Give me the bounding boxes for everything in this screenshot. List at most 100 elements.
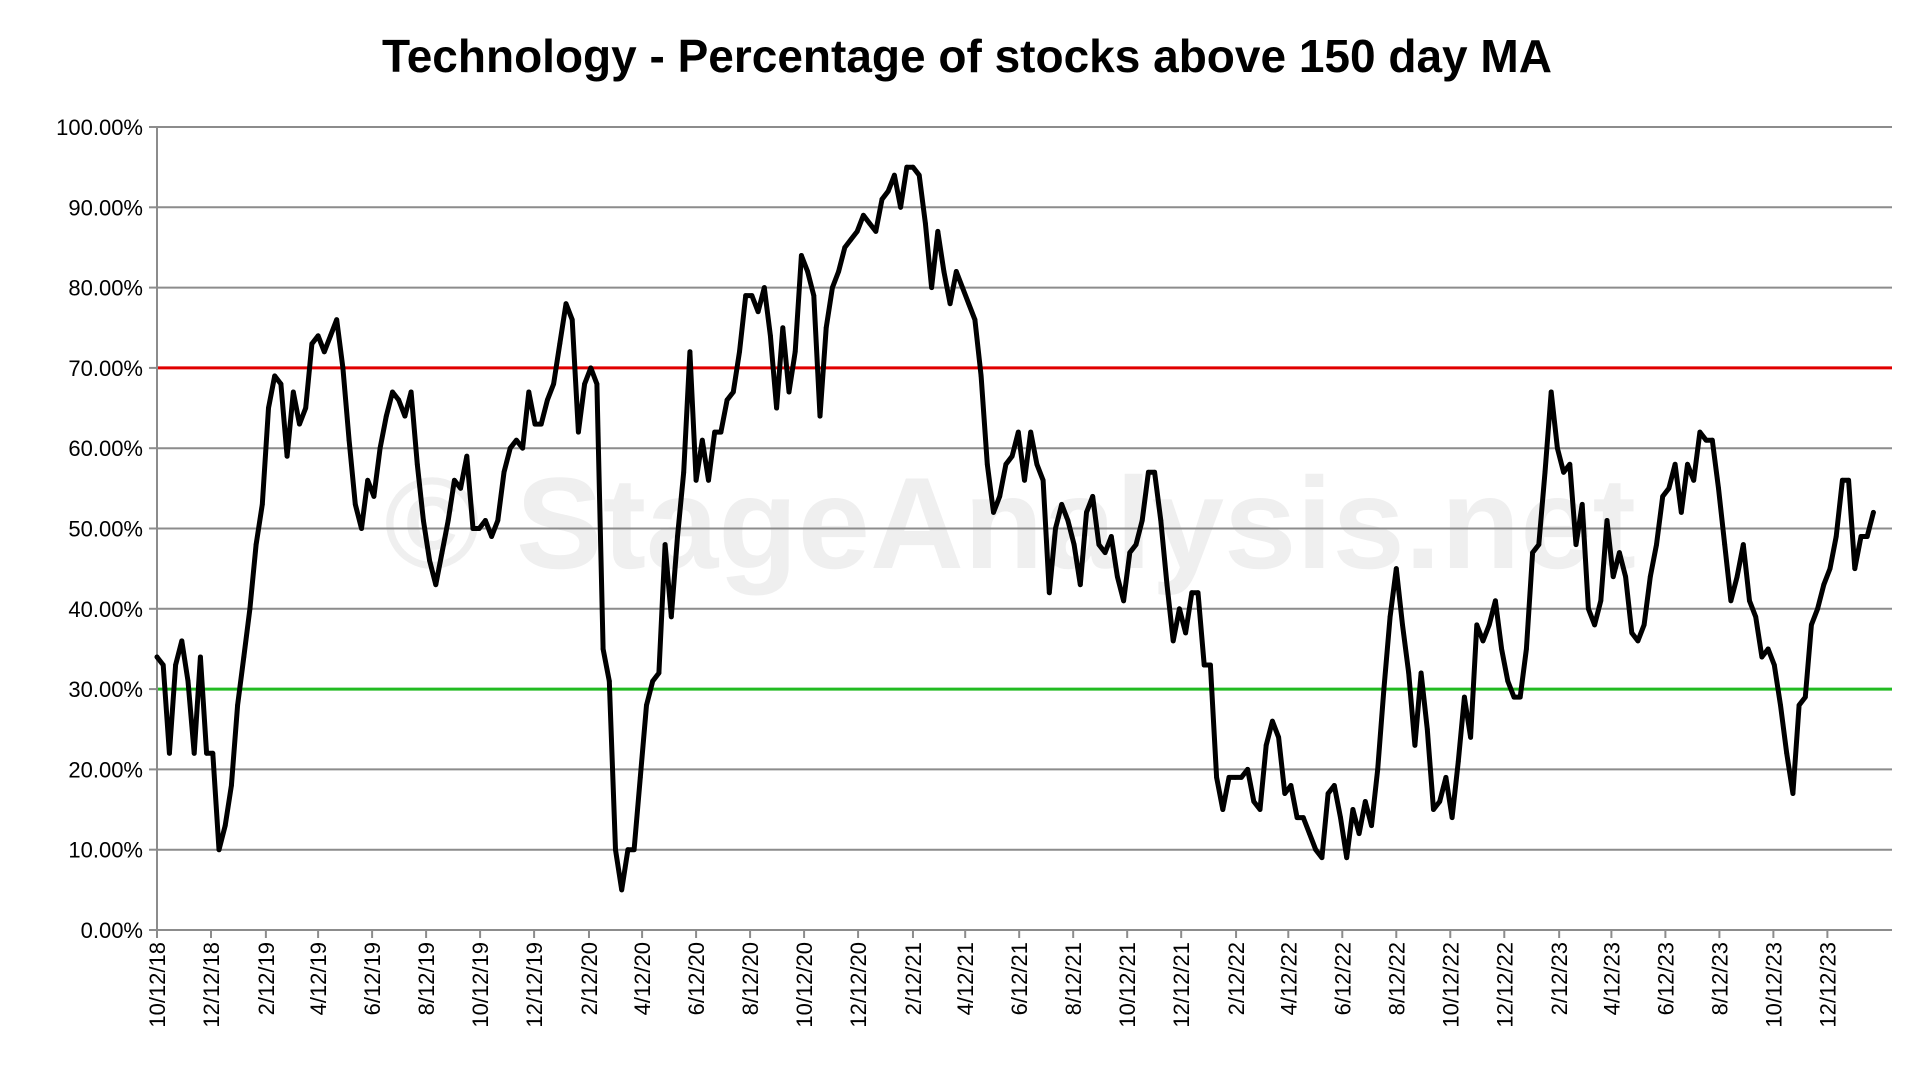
data-point — [1437, 799, 1443, 804]
data-point — [1270, 718, 1275, 724]
data-point — [743, 293, 749, 298]
data-point — [941, 269, 947, 274]
data-point — [1282, 791, 1288, 796]
data-point — [1195, 590, 1201, 596]
data-point — [1555, 445, 1560, 451]
data-point — [1864, 534, 1870, 539]
data-point — [557, 341, 563, 347]
data-point — [960, 285, 965, 290]
data-point — [1784, 750, 1790, 756]
data-point — [799, 253, 804, 258]
data-point — [1232, 775, 1238, 780]
data-point — [1505, 678, 1511, 684]
data-point — [216, 847, 222, 853]
data-point — [768, 333, 773, 339]
data-point — [1598, 598, 1604, 604]
data-point — [1400, 622, 1405, 628]
data-point — [1381, 686, 1387, 692]
data-point — [563, 301, 569, 307]
data-point — [1641, 622, 1647, 628]
data-point — [1065, 518, 1071, 523]
data-point — [1734, 574, 1740, 580]
data-point — [1474, 622, 1480, 628]
data-point — [1629, 630, 1635, 636]
data-point — [1300, 815, 1306, 820]
data-point — [811, 293, 817, 298]
data-point — [278, 381, 284, 387]
data-point — [582, 381, 587, 387]
data-point — [978, 373, 984, 379]
data-point — [1331, 783, 1337, 788]
data-point — [1455, 759, 1461, 764]
data-point — [222, 823, 228, 828]
data-point — [1499, 646, 1504, 652]
data-point — [1660, 494, 1666, 499]
x-tick-labels: 10/12/18 12/12/18 2/12/19 4/12/19 6/12/19 8/1… — [145, 942, 1840, 1028]
data-point — [452, 477, 457, 483]
x-tick-label: 8/12/23 — [1707, 942, 1732, 1015]
data-point — [1765, 646, 1771, 652]
data-point — [433, 582, 439, 588]
data-point — [266, 405, 271, 411]
data-point — [1623, 574, 1628, 580]
y-tick-label: 40.00% — [68, 597, 143, 622]
data-point — [1375, 767, 1381, 772]
x-tick-label: 8/12/20 — [738, 942, 763, 1015]
data-point — [1592, 622, 1597, 628]
data-point — [1077, 582, 1083, 588]
data-point — [588, 365, 594, 371]
data-point — [1666, 485, 1672, 491]
data-point — [328, 333, 333, 339]
data-point — [1678, 510, 1684, 515]
data-point — [836, 269, 841, 274]
data-point — [427, 558, 432, 563]
data-point — [1722, 542, 1728, 547]
data-point — [644, 702, 649, 708]
data-point — [1183, 630, 1188, 636]
data-point — [1840, 477, 1845, 483]
data-point — [297, 421, 302, 427]
data-point — [1369, 823, 1374, 828]
data-point — [1524, 646, 1529, 652]
data-point — [439, 550, 445, 555]
data-point — [1053, 526, 1058, 531]
data-point — [1443, 775, 1449, 780]
data-point — [854, 229, 860, 234]
data-point — [526, 389, 532, 395]
y-tick-label: 50.00% — [68, 517, 143, 542]
data-point — [1567, 461, 1573, 467]
data-point — [1251, 799, 1257, 804]
data-point — [842, 245, 848, 250]
data-point — [1189, 590, 1195, 596]
data-point — [1170, 638, 1176, 644]
data-point — [823, 325, 829, 331]
data-point — [1759, 654, 1765, 660]
y-tick-label: 20.00% — [68, 757, 143, 782]
data-point — [1362, 799, 1368, 804]
data-point — [1003, 461, 1009, 467]
data-point — [1096, 542, 1102, 547]
data-point — [1548, 389, 1554, 395]
data-point — [470, 526, 476, 531]
data-point — [1740, 542, 1746, 547]
data-point — [235, 702, 241, 708]
data-point — [321, 349, 327, 355]
data-point — [569, 317, 575, 323]
data-point — [154, 654, 160, 660]
data-point — [817, 413, 823, 419]
series-line — [154, 164, 1876, 893]
data-point — [253, 542, 259, 547]
data-point — [340, 365, 346, 371]
x-tick-label: 6/12/23 — [1653, 942, 1678, 1015]
data-point — [495, 518, 501, 523]
data-point — [898, 204, 903, 210]
data-point — [1040, 477, 1046, 483]
data-point — [1462, 694, 1467, 700]
data-point — [1164, 582, 1170, 588]
data-point — [1728, 598, 1734, 604]
data-point — [179, 638, 185, 644]
data-point — [1833, 534, 1839, 539]
x-tick-label: 6/12/21 — [1007, 942, 1032, 1015]
data-point — [972, 317, 978, 323]
watermark: © StageAnalysis.net — [384, 450, 1636, 596]
